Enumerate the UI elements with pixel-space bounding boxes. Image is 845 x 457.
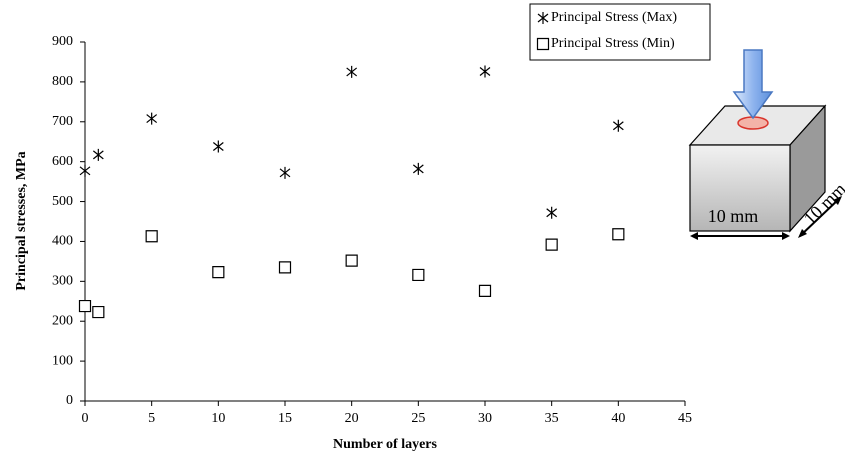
y-tick-label: 200 bbox=[52, 313, 73, 328]
dimension-arrowhead bbox=[690, 232, 698, 240]
y-tick-label: 800 bbox=[52, 74, 73, 89]
dimension-arrowhead bbox=[782, 232, 790, 240]
data-point bbox=[93, 307, 104, 318]
data-point bbox=[413, 269, 424, 280]
y-tick-label: 900 bbox=[52, 34, 73, 49]
data-point bbox=[147, 113, 157, 125]
x-tick-label: 20 bbox=[345, 411, 359, 426]
y-tick-label: 700 bbox=[52, 114, 73, 129]
data-point bbox=[280, 167, 290, 179]
data-point bbox=[346, 255, 357, 266]
specimen-diagram: 10 mm 10 mm bbox=[690, 50, 845, 240]
y-tick-label: 0 bbox=[66, 393, 73, 408]
chart: Number of layers Principal stresses, MPa… bbox=[0, 0, 845, 457]
x-tick-label: 5 bbox=[148, 411, 155, 426]
data-point bbox=[546, 239, 557, 250]
y-tick-label: 600 bbox=[52, 154, 73, 169]
data-point bbox=[80, 165, 90, 177]
data-point bbox=[480, 66, 490, 78]
data-point bbox=[146, 231, 157, 242]
data-point bbox=[80, 301, 91, 312]
y-axis-label: Principal stresses, MPa bbox=[14, 151, 29, 290]
y-tick-label: 300 bbox=[52, 274, 73, 289]
x-tick-label: 30 bbox=[478, 411, 492, 426]
data-point bbox=[93, 149, 103, 161]
x-tick-label: 35 bbox=[545, 411, 559, 426]
data-point bbox=[347, 66, 357, 78]
data-point bbox=[613, 120, 623, 132]
dimension-label: 10 mm bbox=[708, 206, 759, 226]
x-tick-label: 40 bbox=[611, 411, 625, 426]
y-tick-label: 400 bbox=[52, 234, 73, 249]
data-point bbox=[613, 229, 624, 240]
data-point bbox=[480, 285, 491, 296]
y-tick-label: 100 bbox=[52, 353, 73, 368]
y-tick-label: 500 bbox=[52, 194, 73, 209]
x-tick-label: 45 bbox=[678, 411, 692, 426]
legend-label: Principal Stress (Min) bbox=[551, 36, 675, 51]
x-tick-label: 15 bbox=[278, 411, 292, 426]
data-point bbox=[547, 207, 557, 219]
x-tick-label: 0 bbox=[82, 411, 89, 426]
data-point bbox=[213, 267, 224, 278]
data-point bbox=[213, 141, 223, 153]
data-point bbox=[280, 262, 291, 273]
legend-label: Principal Stress (Max) bbox=[551, 10, 677, 25]
x-axis-label: Number of layers bbox=[333, 437, 437, 452]
x-tick-label: 10 bbox=[211, 411, 225, 426]
data-point bbox=[413, 163, 423, 175]
x-tick-label: 25 bbox=[411, 411, 425, 426]
